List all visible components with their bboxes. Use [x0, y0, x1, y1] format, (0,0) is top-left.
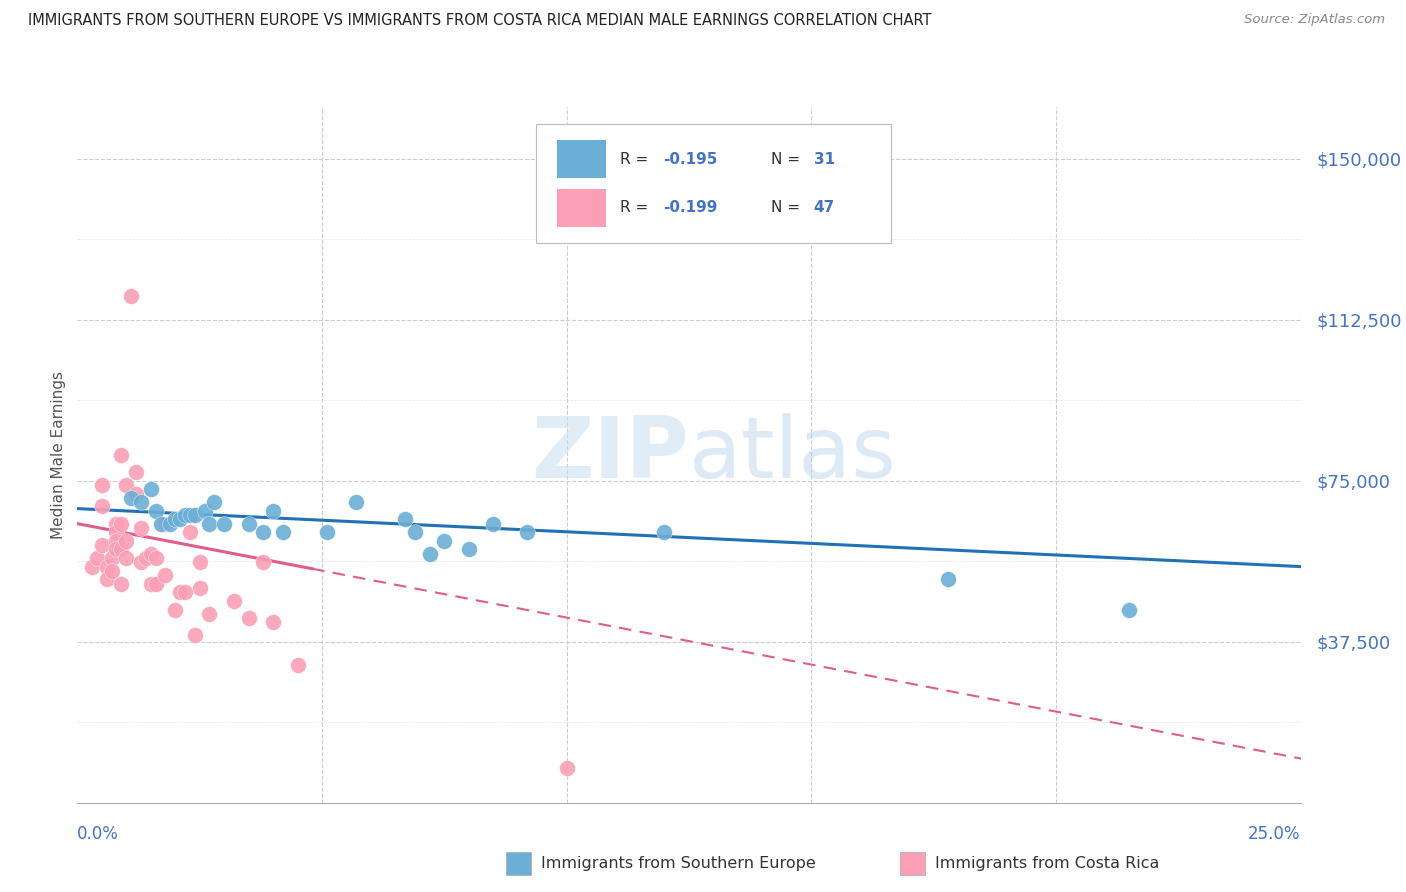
Point: [198, 607, 221, 621]
Point: [404, 525, 426, 540]
Point: [238, 516, 260, 531]
Point: [262, 615, 284, 630]
Point: [184, 508, 207, 522]
Point: [110, 576, 132, 591]
Point: [90, 538, 112, 552]
Text: Source: ZipAtlas.com: Source: ZipAtlas.com: [1244, 13, 1385, 27]
Point: [252, 525, 274, 540]
Point: [110, 448, 132, 462]
Point: [155, 516, 177, 531]
Point: [287, 658, 309, 673]
Point: [115, 533, 138, 548]
Point: [212, 516, 235, 531]
Point: [174, 508, 197, 522]
Point: [1118, 602, 1140, 616]
Point: [145, 551, 167, 566]
Point: [198, 516, 221, 531]
Point: [129, 555, 152, 569]
Point: [271, 525, 294, 540]
Point: [555, 761, 578, 775]
Point: [96, 559, 118, 574]
Point: [105, 533, 128, 548]
Point: [90, 500, 112, 514]
Point: [165, 512, 187, 526]
Point: [482, 516, 505, 531]
Point: [105, 542, 128, 557]
Point: [80, 559, 103, 574]
Point: [120, 289, 142, 303]
Point: [202, 495, 225, 509]
Point: [179, 525, 201, 540]
Point: [120, 491, 142, 505]
Point: [516, 525, 538, 540]
Point: [90, 478, 112, 492]
Point: [145, 504, 167, 518]
Text: N =: N =: [770, 152, 804, 167]
Point: [139, 576, 162, 591]
Text: IMMIGRANTS FROM SOUTHERN EUROPE VS IMMIGRANTS FROM COSTA RICA MEDIAN MALE EARNIN: IMMIGRANTS FROM SOUTHERN EUROPE VS IMMIG…: [28, 13, 932, 29]
Text: 47: 47: [814, 201, 835, 216]
Text: Immigrants from Southern Europe: Immigrants from Southern Europe: [541, 856, 815, 871]
Point: [169, 585, 191, 599]
Point: [174, 585, 197, 599]
Point: [654, 525, 676, 540]
Point: [936, 573, 959, 587]
Point: [179, 508, 201, 522]
Point: [105, 516, 128, 531]
Point: [159, 516, 181, 531]
Point: [184, 628, 207, 642]
Text: 25.0%: 25.0%: [1249, 825, 1301, 843]
Point: [105, 525, 128, 540]
FancyBboxPatch shape: [536, 124, 891, 243]
Point: [110, 542, 132, 557]
Text: N =: N =: [770, 201, 804, 216]
Point: [193, 504, 215, 518]
Point: [115, 551, 138, 566]
Point: [110, 516, 132, 531]
Point: [96, 573, 118, 587]
Point: [457, 542, 479, 557]
Point: [139, 483, 162, 497]
Point: [100, 564, 122, 578]
Bar: [557, 140, 606, 178]
Text: -0.199: -0.199: [664, 201, 717, 216]
Point: [394, 512, 416, 526]
Point: [129, 495, 152, 509]
Text: ZIP: ZIP: [531, 413, 689, 497]
Text: atlas: atlas: [689, 413, 897, 497]
Point: [135, 551, 157, 566]
Text: R =: R =: [620, 201, 654, 216]
Text: 31: 31: [814, 152, 835, 167]
Point: [188, 555, 211, 569]
Point: [129, 521, 152, 535]
Point: [419, 547, 441, 561]
Point: [344, 495, 367, 509]
Point: [433, 533, 456, 548]
Text: -0.195: -0.195: [664, 152, 717, 167]
Point: [222, 594, 245, 608]
Bar: [557, 189, 606, 227]
Point: [125, 486, 148, 500]
Point: [165, 602, 187, 616]
Point: [654, 216, 676, 230]
Point: [262, 504, 284, 518]
Point: [252, 555, 274, 569]
Text: R =: R =: [620, 152, 654, 167]
Point: [100, 551, 122, 566]
Point: [169, 512, 191, 526]
Point: [115, 478, 138, 492]
Y-axis label: Median Male Earnings: Median Male Earnings: [51, 371, 66, 539]
Point: [145, 576, 167, 591]
Point: [238, 611, 260, 625]
Text: Immigrants from Costa Rica: Immigrants from Costa Rica: [935, 856, 1160, 871]
Point: [139, 547, 162, 561]
Point: [125, 465, 148, 479]
Point: [188, 581, 211, 595]
Text: 0.0%: 0.0%: [77, 825, 120, 843]
Point: [315, 525, 337, 540]
Point: [155, 568, 177, 582]
Point: [86, 551, 108, 566]
Point: [149, 516, 172, 531]
